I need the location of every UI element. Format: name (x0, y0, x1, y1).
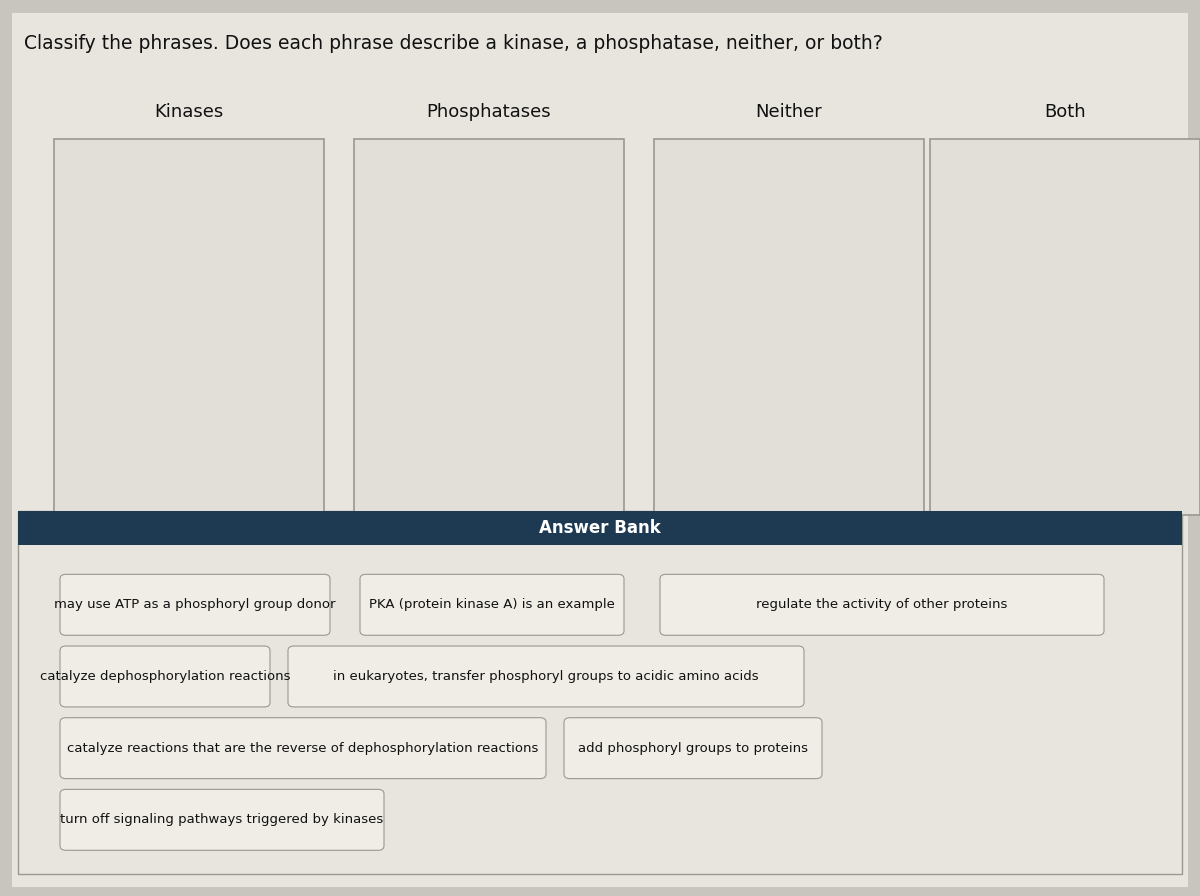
Text: Answer Bank: Answer Bank (539, 519, 661, 537)
Text: regulate the activity of other proteins: regulate the activity of other proteins (756, 599, 1008, 611)
Text: catalyze dephosphorylation reactions: catalyze dephosphorylation reactions (40, 670, 290, 683)
Bar (654, 139, 924, 515)
Text: Neither: Neither (756, 103, 822, 121)
FancyBboxPatch shape (60, 789, 384, 850)
Text: PKA (protein kinase A) is an example: PKA (protein kinase A) is an example (370, 599, 614, 611)
Text: may use ATP as a phosphoryl group donor: may use ATP as a phosphoryl group donor (54, 599, 336, 611)
Text: catalyze reactions that are the reverse of dephosphorylation reactions: catalyze reactions that are the reverse … (67, 742, 539, 754)
Text: in eukaryotes, transfer phosphoryl groups to acidic amino acids: in eukaryotes, transfer phosphoryl group… (334, 670, 758, 683)
FancyBboxPatch shape (60, 574, 330, 635)
FancyBboxPatch shape (360, 574, 624, 635)
Bar (354, 139, 624, 515)
Text: Classify the phrases. Does each phrase describe a kinase, a phosphatase, neither: Classify the phrases. Does each phrase d… (24, 34, 883, 53)
FancyBboxPatch shape (288, 646, 804, 707)
FancyBboxPatch shape (564, 718, 822, 779)
FancyBboxPatch shape (660, 574, 1104, 635)
Text: turn off signaling pathways triggered by kinases: turn off signaling pathways triggered by… (60, 814, 384, 826)
Bar (18, 511, 1182, 874)
Bar (18, 511, 1182, 545)
Text: Both: Both (1044, 103, 1086, 121)
Bar (54, 139, 324, 515)
Text: Phosphatases: Phosphatases (427, 103, 551, 121)
FancyBboxPatch shape (60, 646, 270, 707)
Text: add phosphoryl groups to proteins: add phosphoryl groups to proteins (578, 742, 808, 754)
Bar (930, 139, 1200, 515)
FancyBboxPatch shape (60, 718, 546, 779)
Text: Kinases: Kinases (155, 103, 223, 121)
